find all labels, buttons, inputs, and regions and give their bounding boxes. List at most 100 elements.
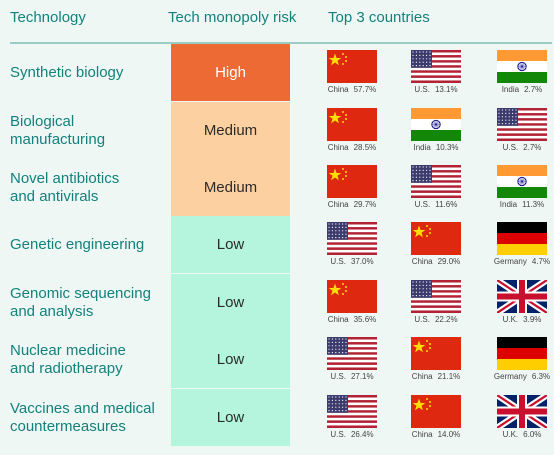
technology-name: Vaccines and medical countermeasures — [10, 389, 160, 446]
table-row: Nuclear medicine and radiotherapy Low U.S. 2… — [0, 331, 554, 388]
country-share-caption: China 21.1% — [401, 372, 471, 381]
china-flag-icon — [327, 50, 377, 83]
china-flag-icon — [411, 337, 461, 370]
table-row: Biological manufacturing Medium China 28.5% I… — [0, 102, 554, 159]
header-divider — [10, 42, 552, 44]
country-share: 26.4% — [350, 430, 374, 439]
country-share-caption: China 57.7% — [317, 85, 387, 94]
table-row: Novel antibiotics and antivirals Medium Chi… — [0, 159, 554, 216]
country-name: U.S. — [330, 257, 346, 266]
country-share-caption: U.S. 11.6% — [401, 200, 471, 209]
country-name: Germany — [493, 257, 527, 266]
country-share-caption: China 35.6% — [317, 315, 387, 324]
technology-name-line: and radiotherapy — [10, 359, 123, 377]
risk-level-badge: Low — [171, 274, 290, 331]
country-share: 10.3% — [435, 143, 459, 152]
country-cell: Germany 4.7% — [494, 216, 554, 273]
country-share: 13.1% — [434, 85, 458, 94]
country-name: U.K. — [502, 315, 519, 324]
country-share-caption: U.S. 27.1% — [317, 372, 387, 381]
technology-name: Synthetic biology — [10, 44, 160, 101]
country-name: U.S. — [330, 430, 346, 439]
technology-name: Nuclear medicine and radiotherapy — [10, 331, 160, 388]
country-share-caption: Germany 4.7% — [487, 257, 554, 266]
country-cell: India 2.7% — [497, 44, 554, 101]
country-share: 6.0% — [523, 430, 542, 439]
country-share-caption: India 2.7% — [487, 85, 554, 94]
country-cell: China 14.0% — [411, 389, 491, 446]
header-technology: Technology — [10, 9, 86, 26]
country-name: U.K. — [502, 430, 519, 439]
germany-flag-icon — [497, 222, 547, 255]
country-share: 11.3% — [522, 200, 545, 209]
risk-level-badge: Medium — [171, 159, 290, 216]
country-cell: U.K. 6.0% — [497, 389, 554, 446]
country-share: 6.3% — [531, 372, 551, 381]
country-share: 21.1% — [437, 372, 461, 381]
country-name: China — [327, 315, 349, 324]
technology-name: Novel antibiotics and antivirals — [10, 159, 160, 216]
country-name: Germany — [493, 372, 527, 381]
country-name: China — [411, 430, 433, 439]
risk-level-badge: Low — [171, 216, 290, 273]
technology-name-line: Biological — [10, 112, 75, 130]
china-flag-icon — [411, 395, 461, 428]
technology-name-line: Synthetic biology — [10, 63, 124, 81]
country-cell: U.K. 3.9% — [497, 274, 554, 331]
country-share: 37.0% — [350, 257, 374, 266]
country-cell: U.S. 37.0% — [327, 216, 407, 273]
country-share: 35.6% — [353, 315, 377, 324]
country-cell: U.S. 2.7% — [497, 102, 554, 159]
country-share-caption: India 10.3% — [401, 143, 471, 152]
technology-name-line: countermeasures — [10, 417, 126, 435]
country-share: 3.9% — [523, 315, 542, 324]
table-row: Synthetic biology High China 57.7% U.S. 13.1%… — [0, 44, 554, 101]
country-cell: China 29.0% — [411, 216, 491, 273]
country-cell: India 10.3% — [411, 102, 491, 159]
china-flag-icon — [327, 165, 377, 198]
country-share: 28.5% — [353, 143, 377, 152]
technology-name-line: Genomic sequencing — [10, 284, 151, 302]
country-share: 29.0% — [437, 257, 461, 266]
country-share: 22.2% — [434, 315, 458, 324]
country-cell: China 35.6% — [327, 274, 407, 331]
country-cell: U.S. 26.4% — [327, 389, 407, 446]
country-name: China — [411, 257, 433, 266]
technology-name: Genetic engineering — [10, 216, 160, 273]
country-name: China — [327, 143, 349, 152]
country-name: China — [327, 200, 349, 209]
technology-name: Genomic sequencing and analysis — [10, 274, 160, 331]
country-share: 11.6% — [435, 200, 458, 209]
technology-name-line: Nuclear medicine — [10, 341, 126, 359]
country-name: India — [501, 85, 520, 94]
india-flag-icon — [497, 50, 547, 83]
country-cell: China 57.7% — [327, 44, 407, 101]
country-share-caption: India 11.3% — [487, 200, 554, 209]
technology-name-line: and analysis — [10, 302, 94, 320]
uk-flag-icon — [497, 395, 547, 428]
country-cell: China 29.7% — [327, 159, 407, 216]
country-cell: China 21.1% — [411, 331, 491, 388]
us-flag-icon — [327, 395, 377, 428]
us-flag-icon — [411, 50, 461, 83]
risk-level-badge: High — [171, 44, 290, 101]
us-flag-icon — [411, 165, 461, 198]
country-share-caption: U.K. 3.9% — [487, 315, 554, 324]
country-name: India — [413, 143, 431, 152]
country-share: 4.7% — [531, 257, 551, 266]
country-share-caption: Germany 6.3% — [487, 372, 554, 381]
country-name: U.S. — [502, 143, 519, 152]
country-share: 29.7% — [353, 200, 377, 209]
technology-name: Biological manufacturing — [10, 102, 160, 159]
uk-flag-icon — [497, 280, 547, 313]
china-flag-icon — [327, 108, 377, 141]
country-share-caption: U.S. 2.7% — [487, 143, 554, 152]
table-row: Genetic engineering Low U.S. 37.0% China 29.0… — [0, 216, 554, 273]
technology-name-line: manufacturing — [10, 130, 106, 148]
table-row: Vaccines and medical countermeasures Low U.… — [0, 389, 554, 446]
country-share-caption: U.S. 37.0% — [317, 257, 387, 266]
germany-flag-icon — [497, 337, 547, 370]
risk-level-badge: Low — [171, 389, 290, 446]
technology-name-line: Vaccines and medical — [10, 399, 155, 417]
country-cell: U.S. 22.2% — [411, 274, 491, 331]
